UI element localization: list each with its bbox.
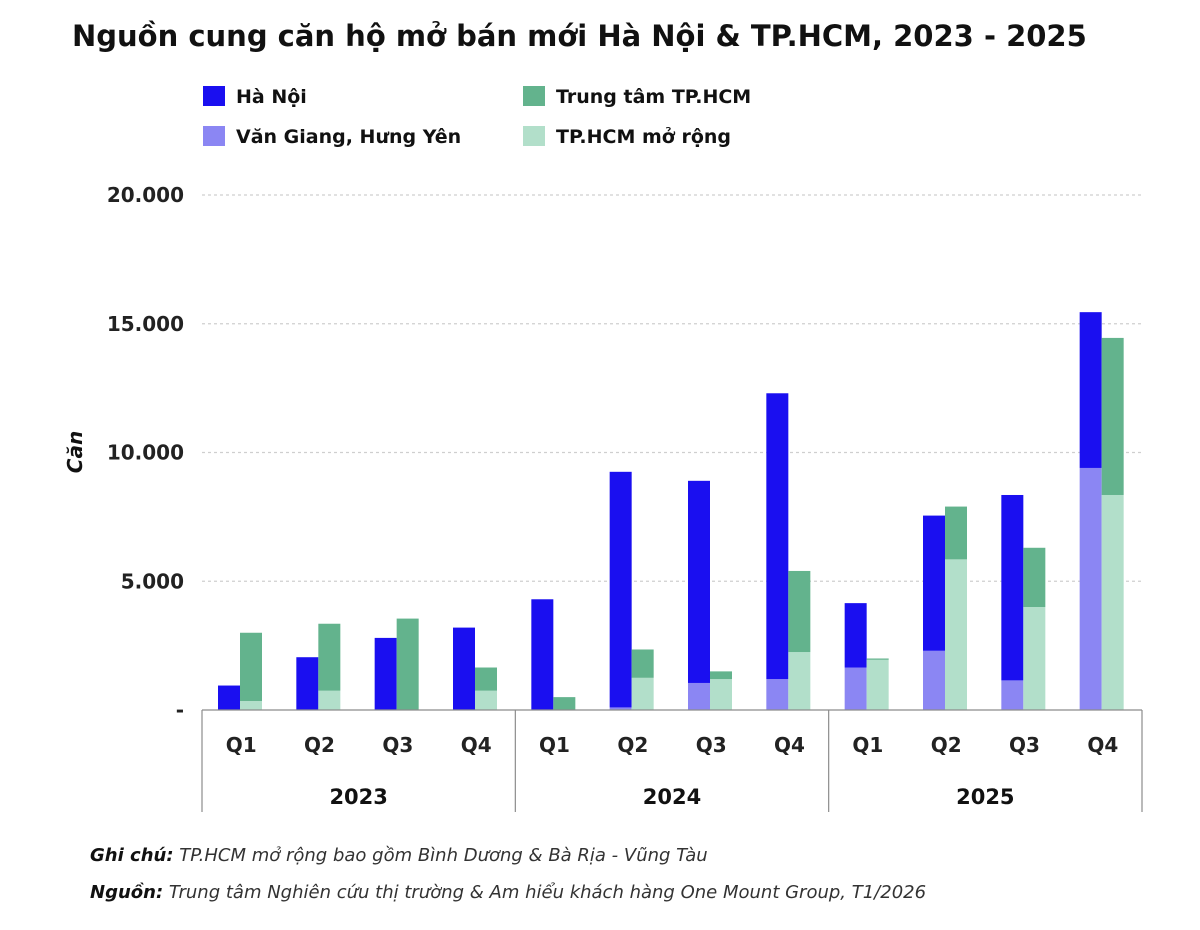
bar-ha_noi-q4-2024 xyxy=(766,393,789,680)
bar-tt_hcm-q4-2023 xyxy=(475,667,497,691)
bar-hcm_mr-q4-2025 xyxy=(1101,494,1124,710)
bar-hcm_mr-q2-2024 xyxy=(631,677,654,710)
bar-ha_noi-q3-2024 xyxy=(688,480,710,683)
legend-label-tt_hcm: Trung tâm TP.HCM xyxy=(556,86,751,108)
source-line: Nguồn: Trung tâm Nghiên cứu thị trường &… xyxy=(90,882,926,903)
x-tick-label-quarter: Q1 xyxy=(852,733,883,757)
legend-swatch-hcm_mr xyxy=(523,126,545,146)
y-tick-label: 20.000 xyxy=(107,183,184,207)
bar-hcm_mr-q1-2025 xyxy=(866,659,889,710)
y-tick-label: 10.000 xyxy=(107,441,184,465)
bar-tt_hcm-q2-2025 xyxy=(945,506,967,560)
y-tick-label: 5.000 xyxy=(121,569,184,593)
x-axis: Q1 Q2 Q3 Q4 Q1 Q2 Q3 Q4 Q1 Q2 Q3 Q4 2023 2024 2025 xyxy=(201,709,1143,812)
bar-tt_hcm-q1-2023 xyxy=(240,632,262,701)
source-text: Trung tâm Nghiên cứu thị trường & Am hiể… xyxy=(168,882,927,903)
source-label: Nguồn: xyxy=(90,882,164,903)
bar-van_giang-q4-2024 xyxy=(766,679,789,710)
bar-tt_hcm-q1-2024 xyxy=(553,697,576,710)
bar-ha_noi-q1-2023 xyxy=(218,685,240,710)
legend-label-ha_noi: Hà Nội xyxy=(236,86,307,108)
bar-ha_noi-q4-2023 xyxy=(453,627,475,710)
bar-hcm_mr-q3-2025 xyxy=(1023,607,1046,710)
bar-van_giang-q4-2025 xyxy=(1079,467,1102,710)
chart-title: Nguồn cung căn hộ mở bán mới Hà Nội & TP… xyxy=(72,19,1087,53)
y-axis-label: Căn xyxy=(63,431,87,473)
legend-label-hcm_mr: TP.HCM mở rộng xyxy=(556,126,731,148)
bar-hcm_mr-q4-2024 xyxy=(788,652,811,710)
x-tick-label-quarter: Q2 xyxy=(304,733,335,757)
bar-tt_hcm-q2-2024 xyxy=(631,649,654,678)
bar-van_giang-q3-2025 xyxy=(1001,680,1024,710)
legend-swatch-tt_hcm xyxy=(523,86,545,106)
x-tick-label-quarter: Q2 xyxy=(931,733,962,757)
bar-van_giang-q2-2024 xyxy=(609,707,632,710)
y-tick-label: 15.000 xyxy=(107,312,184,336)
bar-hcm_mr-q4-2023 xyxy=(475,690,497,710)
bar-tt_hcm-q3-2023 xyxy=(396,618,419,710)
bar-ha_noi-q1-2025 xyxy=(844,603,867,668)
bar-tt_hcm-q4-2024 xyxy=(788,570,811,653)
bar-hcm_mr-q2-2025 xyxy=(945,559,967,710)
bar-ha_noi-q3-2025 xyxy=(1001,494,1024,681)
bar-ha_noi-q2-2024 xyxy=(609,471,632,708)
bar-tt_hcm-q2-2023 xyxy=(318,623,341,691)
bars xyxy=(218,312,1124,710)
bar-hcm_mr-q2-2023 xyxy=(318,690,341,710)
x-tick-label-quarter: Q4 xyxy=(774,733,805,757)
y-axis-ticks: - 5.000 10.000 15.000 20.000 xyxy=(107,183,184,722)
gridlines xyxy=(202,194,1142,582)
bar-van_giang-q1-2025 xyxy=(844,667,867,710)
bar-hcm_mr-q3-2024 xyxy=(710,679,732,710)
legend-swatch-ha_noi xyxy=(203,86,225,106)
y-tick-label: - xyxy=(176,698,184,722)
legend-label-van_giang: Văn Giang, Hưng Yên xyxy=(236,126,461,148)
legend: Hà Nội Trung tâm TP.HCM Văn Giang, Hưng Yê… xyxy=(203,86,751,148)
bar-hcm_mr-q1-2023 xyxy=(240,700,262,710)
x-tick-label-quarter: Q3 xyxy=(696,733,727,757)
bar-van_giang-q3-2024 xyxy=(688,682,710,710)
x-tick-label-quarter: Q1 xyxy=(539,733,570,757)
bar-tt_hcm-q1-2025 xyxy=(866,658,889,660)
note-line: Ghi chú: TP.HCM mở rộng bao gồm Bình Dươ… xyxy=(90,845,708,866)
note-text: TP.HCM mở rộng bao gồm Bình Dương & Bà R… xyxy=(179,845,708,866)
bar-ha_noi-q3-2023 xyxy=(374,637,397,710)
x-tick-label-quarter: Q3 xyxy=(382,733,413,757)
x-tick-label-quarter: Q4 xyxy=(1087,733,1118,757)
x-tick-label-quarter: Q3 xyxy=(1009,733,1040,757)
bar-ha_noi-q1-2024 xyxy=(531,599,554,710)
bar-ha_noi-q2-2023 xyxy=(296,657,319,710)
x-tick-label-year: 2023 xyxy=(329,785,387,809)
bar-ha_noi-q2-2025 xyxy=(923,515,945,651)
x-tick-label-quarter: Q4 xyxy=(461,733,492,757)
x-tick-label-quarter: Q1 xyxy=(226,733,257,757)
x-tick-label-year: 2025 xyxy=(956,785,1014,809)
bar-tt_hcm-q4-2025 xyxy=(1101,337,1124,495)
legend-swatch-van_giang xyxy=(203,126,225,146)
bar-van_giang-q2-2025 xyxy=(923,650,945,710)
note-label: Ghi chú: xyxy=(90,845,174,866)
bar-tt_hcm-q3-2024 xyxy=(710,671,732,680)
bar-ha_noi-q4-2025 xyxy=(1079,312,1102,468)
x-tick-label-quarter: Q2 xyxy=(617,733,648,757)
bar-tt_hcm-q3-2025 xyxy=(1023,547,1046,607)
x-tick-label-year: 2024 xyxy=(643,785,701,809)
